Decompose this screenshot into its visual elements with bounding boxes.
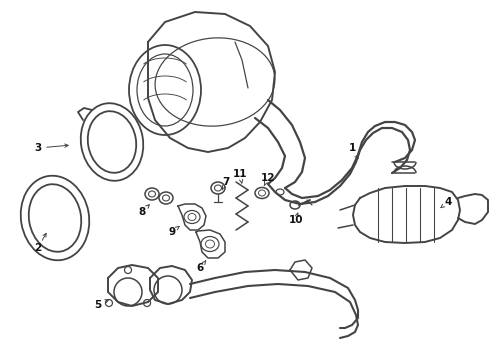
Text: 10: 10 <box>289 215 303 225</box>
Text: 9: 9 <box>169 227 175 237</box>
Text: 2: 2 <box>34 243 42 253</box>
Text: 12: 12 <box>261 173 275 183</box>
Text: 8: 8 <box>138 207 146 217</box>
Text: 6: 6 <box>196 263 204 273</box>
Text: 1: 1 <box>348 143 356 153</box>
Text: 11: 11 <box>233 169 247 179</box>
Text: 4: 4 <box>444 197 452 207</box>
Text: 3: 3 <box>34 143 42 153</box>
Text: 7: 7 <box>222 177 230 187</box>
Text: 5: 5 <box>95 300 101 310</box>
